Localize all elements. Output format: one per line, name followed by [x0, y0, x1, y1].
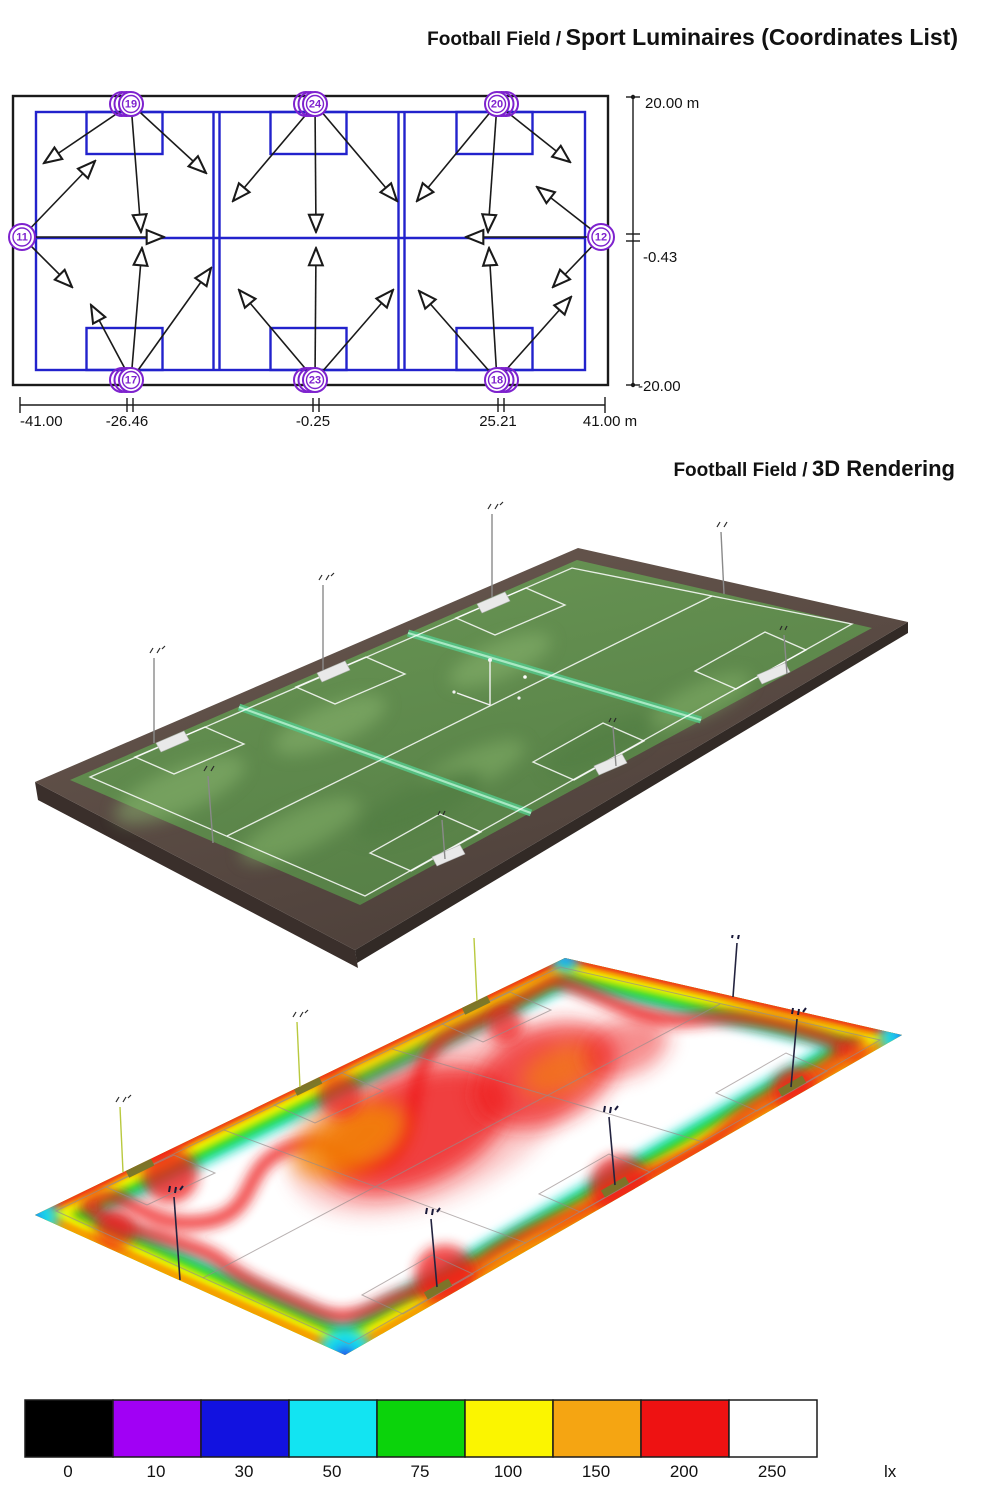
field-markings [34, 110, 587, 372]
mast-12-label: 12 [595, 232, 607, 244]
dim-x4: 25.21 [479, 413, 517, 430]
false-color-figure [35, 935, 902, 1355]
legend-value: 0 [63, 1462, 73, 1481]
mast-24: 24 [293, 91, 328, 117]
render-3d-figure [35, 501, 908, 968]
goal-box [269, 110, 348, 156]
pitch-outlines [54, 966, 882, 1345]
render-title-prefix: Football Field / [673, 460, 808, 481]
legend-value: 75 [410, 1462, 430, 1481]
legend-value: 200 [669, 1462, 699, 1481]
illuminance-surface [35, 958, 902, 1355]
plan-title-prefix: Football Field / [427, 29, 562, 50]
legend-value: 100 [493, 1462, 523, 1481]
legend-value: 10 [146, 1462, 166, 1481]
legend-swatch [112, 1399, 202, 1458]
plan-title: Football Field / Sport Luminaires (Coord… [0, 24, 958, 51]
legend-swatch [288, 1399, 378, 1458]
mast-18: 18 [484, 367, 519, 393]
legend-swatch [24, 1399, 114, 1458]
site-boundary [11, 94, 610, 387]
mast-17-label: 17 [125, 375, 137, 387]
mast-12: 12 [587, 223, 615, 251]
coordinates-plan-figure: 19 24 20 11 12 17 23 [8, 91, 699, 430]
dimension-horizontal: -41.00 -26.46 -0.25 25.21 41.00 m [19, 397, 637, 430]
render-title: Football Field / 3D Rendering [0, 456, 955, 482]
pole-labels [149, 501, 788, 816]
dim-label-bottom: -20.00 [638, 378, 681, 395]
render-title-main: 3D Rendering [811, 456, 955, 481]
mast-11-label: 11 [16, 232, 28, 244]
goal-blocks [155, 591, 791, 867]
slab-side [355, 622, 908, 963]
legend-swatch [728, 1399, 818, 1458]
dim-x2: -26.46 [106, 413, 149, 430]
dim-x3: -0.25 [296, 413, 330, 430]
legend-value: 50 [322, 1462, 342, 1481]
mast-17: 17 [109, 367, 144, 393]
mast-20: 20 [484, 91, 519, 117]
origin-axes [452, 658, 521, 706]
dim-label-middle: -0.43 [643, 249, 677, 266]
goal-box [269, 326, 348, 372]
legend-value: 150 [581, 1462, 611, 1481]
legend-unit-label: lx [884, 1462, 897, 1481]
goal-box [85, 110, 164, 156]
mast-23-label: 23 [309, 375, 321, 387]
mast-24-label: 24 [309, 99, 322, 111]
legend-swatch [464, 1399, 554, 1458]
dim-x1: -41.00 [20, 413, 63, 430]
goal-slabs [125, 995, 807, 1300]
grass-surface [70, 560, 872, 905]
aiming-arrows [21, 103, 602, 381]
legend-swatch [640, 1399, 730, 1458]
legend-swatch [376, 1399, 466, 1458]
mast-20-label: 20 [491, 99, 503, 111]
mast-11: 11 [8, 223, 36, 251]
legend-value: 250 [757, 1462, 787, 1481]
hot-spots [95, 1007, 869, 1305]
false-color-poles [115, 935, 807, 1288]
mast-19: 19 [109, 91, 144, 117]
dimension-vertical: 20.00 m -0.43 -20.00 [626, 94, 699, 395]
slab-side [35, 782, 358, 968]
legend-value: 30 [234, 1462, 254, 1481]
goal-box [85, 326, 164, 372]
dim-x5: 41.00 m [583, 413, 637, 430]
dim-label-top: 20.00 m [645, 95, 699, 112]
pitch-markings [88, 567, 854, 897]
illuminance-legend [24, 1399, 818, 1458]
pitch-dividers [237, 629, 702, 817]
legend-swatch [200, 1399, 290, 1458]
legend-value-labels: 0 10 30 50 75 100 150 200 250 [24, 1462, 904, 1482]
mast-19-label: 19 [125, 99, 137, 111]
mast-18-label: 18 [491, 375, 503, 387]
legend-swatch [552, 1399, 642, 1458]
mast-23: 23 [293, 367, 328, 393]
light-poles [153, 514, 788, 860]
plan-title-main: Sport Luminaires (Coordinates List) [565, 24, 958, 50]
